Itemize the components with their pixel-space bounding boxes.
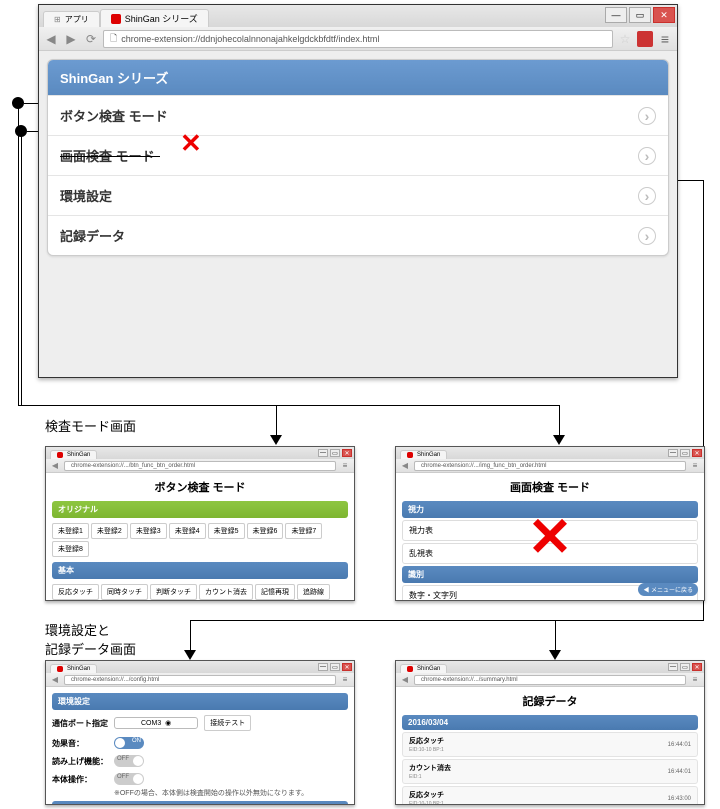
unreg-button[interactable]: 未登録1 [52, 523, 89, 539]
mini4-date-bar[interactable]: 2016/03/04 [402, 715, 698, 730]
bar-led[interactable]: LED点灯テスト [52, 801, 348, 804]
unreg-button[interactable]: 未登録8 [52, 541, 89, 557]
record-row[interactable]: カウント消去EID:116:44:01 [402, 759, 698, 784]
menu-row-screen-inspect[interactable]: 画面検査 モード › [48, 135, 668, 175]
extension-icon[interactable] [637, 31, 653, 47]
window-controls: — ▭ ✕ [605, 7, 675, 23]
basic-button[interactable]: 反応タッチ [52, 584, 99, 600]
mini4-rows: 反応タッチEID:10-10 BP:116:44:01カウント消去EID:116… [402, 732, 698, 804]
basic-button[interactable]: 追跡線 [297, 584, 330, 600]
red-x-annotation: ✕ [180, 128, 202, 159]
body-toggle[interactable]: OFF [114, 773, 144, 785]
unreg-button[interactable]: 未登録3 [130, 523, 167, 539]
main-browser-window: ⊞アプリ ShinGan シリーズ — ▭ ✕ ◀ ▶ ⟳ 🗋chrome-ex… [38, 4, 678, 378]
basic-button[interactable]: 記憶再現 [255, 584, 295, 600]
window-minimize-button[interactable]: — [605, 7, 627, 23]
unreg-button[interactable]: 未登録2 [91, 523, 128, 539]
mini1-bar-original[interactable]: オリジナル [52, 501, 348, 518]
mini-settings: ShinGan —▭✕ ◀chrome-extension://.../conf… [45, 660, 355, 805]
mini1-bar-basic[interactable]: 基本 [52, 562, 348, 579]
menu-label: ボタン検査 モード [60, 106, 168, 125]
unreg-button[interactable]: 未登録4 [169, 523, 206, 539]
tab-strip: ⊞アプリ ShinGan シリーズ — ▭ ✕ [39, 5, 677, 27]
sound-toggle[interactable]: ON [114, 737, 144, 749]
chevron-right-icon: › [638, 107, 656, 125]
tab-shingan[interactable]: ShinGan シリーズ [100, 9, 209, 27]
unreg-button[interactable]: 未登録7 [285, 523, 322, 539]
tab-apps[interactable]: ⊞アプリ [43, 11, 100, 27]
menu-label: 画面検査 モード [60, 146, 155, 165]
sound-label: 効果音： [52, 738, 108, 749]
panel-title: ShinGan シリーズ [60, 71, 168, 86]
mini-screen-inspect: ShinGan —▭✕ ◀chrome-extension://.../img_… [395, 446, 705, 601]
menu-label: 記録データ [60, 226, 125, 245]
row-read: 読み上げ機能： OFF [52, 752, 348, 770]
unreg-button[interactable]: 未登録6 [247, 523, 284, 539]
mini2-back-pill[interactable]: ◀ メニューに戻る [638, 583, 698, 596]
basic-button[interactable]: カウント消去 [199, 584, 253, 600]
basic-button[interactable]: 判断タッチ [150, 584, 197, 600]
section-label-settings: 環境設定と 記録データ画面 [45, 620, 136, 658]
tab-title: ShinGan シリーズ [125, 12, 198, 25]
section-label-inspect: 検査モード画面 [45, 416, 136, 435]
row-sound: 効果音： ON [52, 734, 348, 752]
favicon-icon [111, 14, 121, 24]
chevron-right-icon: › [638, 187, 656, 205]
menu-label: 環境設定 [60, 186, 112, 205]
window-maximize-button[interactable]: ▭ [629, 7, 651, 23]
mini4-title: 記録データ [402, 691, 698, 713]
mini1-basic-row: 反応タッチ同時タッチ判断タッチカウント消去記憶再現追跡線8線問題眼球運動矢印動作… [52, 581, 348, 600]
unreg-button[interactable]: 未登録5 [208, 523, 245, 539]
menu-row-records[interactable]: 記録データ › [48, 215, 668, 255]
forward-button[interactable]: ▶ [63, 31, 79, 47]
row-port: 通信ポート指定 COM3 ◉ 接続テスト [52, 712, 348, 734]
mini1-title: ボタン検査 モード [52, 477, 348, 499]
mini3-header: 環境設定 [52, 693, 348, 710]
reload-button[interactable]: ⟳ [83, 31, 99, 47]
menu-row-settings[interactable]: 環境設定 › [48, 175, 668, 215]
panel-header: ShinGan シリーズ [48, 60, 668, 95]
menu-row-button-inspect[interactable]: ボタン検査 モード › [48, 95, 668, 135]
read-toggle[interactable]: OFF [114, 755, 144, 767]
port-label: 通信ポート指定 [52, 718, 108, 729]
back-button[interactable]: ◀ [43, 31, 59, 47]
url-text: chrome-extension://ddnjohecolalnnonajahk… [121, 34, 379, 44]
page-body: ShinGan シリーズ ボタン検査 モード › 画面検査 モード › 環境設定… [39, 51, 677, 377]
bookmark-star-icon[interactable]: ☆ [617, 31, 633, 47]
red-x-overlay: ✕ [527, 505, 572, 568]
chevron-right-icon: › [638, 227, 656, 245]
port-select[interactable]: COM3 ◉ [114, 717, 198, 729]
mini1-unreg-row: 未登録1未登録2未登録3未登録4未登録5未登録6未登録7 未登録8 [52, 520, 348, 560]
mini-button-inspect: ShinGan —▭✕ ◀chrome-extension://.../btn_… [45, 446, 355, 601]
row-body: 本体操作： OFF [52, 770, 348, 788]
body-label: 本体操作： [52, 774, 108, 785]
address-bar: ◀ ▶ ⟳ 🗋chrome-extension://ddnjohecolalnn… [39, 27, 677, 51]
mini2-title: 画面検査 モード [402, 477, 698, 499]
read-label: 読み上げ機能： [52, 756, 108, 767]
port-test-button[interactable]: 接続テスト [204, 715, 251, 731]
record-row[interactable]: 反応タッチEID:10-10 BP:116:44:01 [402, 732, 698, 757]
record-row[interactable]: 反応タッチEID:10-10 BP:116:43:00 [402, 786, 698, 804]
window-close-button[interactable]: ✕ [653, 7, 675, 23]
main-panel: ShinGan シリーズ ボタン検査 モード › 画面検査 モード › 環境設定… [47, 59, 669, 256]
basic-button[interactable]: 同時タッチ [101, 584, 148, 600]
chrome-menu-icon[interactable]: ≡ [657, 31, 673, 47]
chevron-right-icon: › [638, 147, 656, 165]
url-input[interactable]: 🗋chrome-extension://ddnjohecolalnnonajah… [103, 30, 613, 48]
body-note: ※OFFの場合、本体側は検査開始の操作以外無効になります。 [52, 788, 348, 798]
mini-records: ShinGan —▭✕ ◀chrome-extension://.../summ… [395, 660, 705, 805]
